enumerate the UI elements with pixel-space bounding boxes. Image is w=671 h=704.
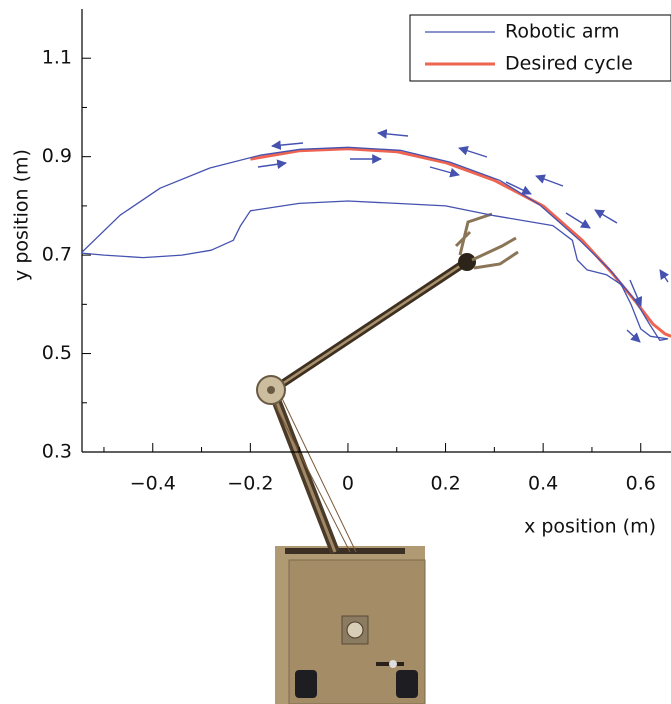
x-tick-label: 0.2 <box>430 473 460 495</box>
y-tick-label: 0.3 <box>42 441 72 463</box>
y-tick-label: 0.5 <box>42 342 72 364</box>
x-axis-label: x position (m) <box>524 516 656 538</box>
y-tick-label: 0.7 <box>42 244 72 266</box>
x-tick-label: 0.6 <box>626 473 656 495</box>
direction-arrows <box>257 129 669 343</box>
legend-label: Robotic arm <box>505 21 620 43</box>
x-tick-label: −0.4 <box>130 473 176 495</box>
plot-area <box>82 146 671 341</box>
series-line <box>82 146 669 341</box>
y-tick-label: 1.1 <box>42 47 72 69</box>
legend-label: Desired cycle <box>505 53 633 75</box>
x-tick-label: −0.2 <box>227 473 273 495</box>
x-tick-label: 0.4 <box>528 473 558 495</box>
legend: Robotic arm Desired cycle <box>409 14 671 82</box>
x-tick-label: 0 <box>342 473 354 495</box>
robot-photo <box>256 212 519 704</box>
y-tick-label: 0.9 <box>42 145 72 167</box>
y-axis-label: y position (m) <box>11 149 33 281</box>
series-line <box>250 147 671 338</box>
